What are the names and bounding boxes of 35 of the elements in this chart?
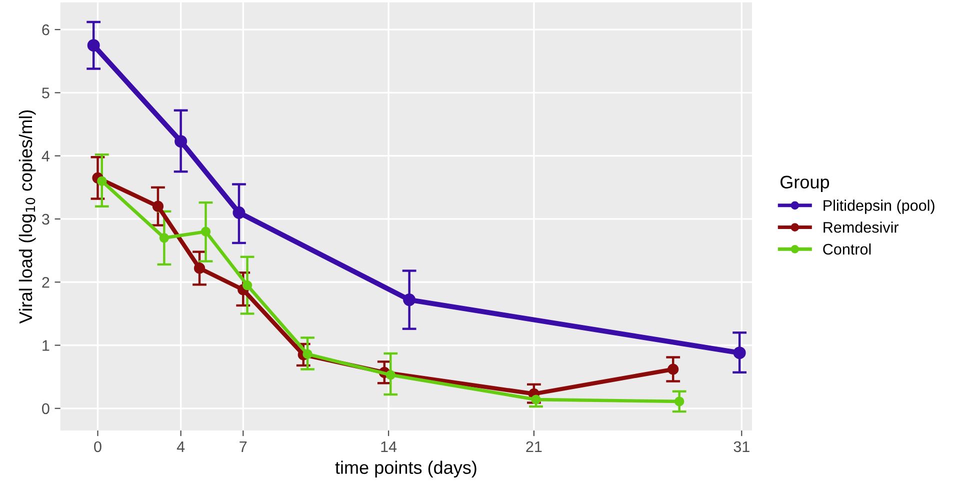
- point: [194, 262, 206, 274]
- point: [87, 39, 100, 52]
- point: [668, 364, 679, 375]
- y-tick-label: 2: [42, 276, 50, 288]
- y-tick-label: 1: [42, 340, 50, 351]
- y-tick-label: 4: [42, 150, 50, 162]
- point: [531, 394, 541, 404]
- point: [152, 200, 164, 212]
- y-tick-label: 3: [42, 214, 50, 225]
- point: [232, 206, 246, 219]
- point: [302, 349, 312, 359]
- x-tick-label: 14: [381, 441, 397, 452]
- x-tick-label: 21: [526, 441, 542, 452]
- x-axis-title: time points (days): [335, 460, 476, 478]
- y-tick-label: 0: [42, 403, 50, 414]
- legend-label: Plitidepsin (pool): [824, 200, 934, 214]
- x-tick-label: 31: [734, 441, 750, 452]
- y-tick-label: 5: [42, 88, 50, 98]
- point: [733, 346, 746, 360]
- point: [674, 396, 684, 406]
- point: [159, 233, 170, 243]
- point: [242, 280, 252, 290]
- point: [200, 226, 211, 236]
- x-tick-label: 4: [176, 441, 185, 452]
- legend-label: Control: [823, 243, 871, 255]
- point: [386, 370, 396, 380]
- legend-label: Remdesivir: [824, 222, 899, 233]
- legend-title: Group: [780, 176, 830, 192]
- y-tick-label: 6: [42, 24, 50, 36]
- x-tick-label: 7: [240, 441, 247, 452]
- point: [97, 176, 107, 186]
- x-tick-label: 0: [94, 441, 102, 452]
- y-axis-title: Viral load (log$_{10}$ copies/ml): [18, 110, 36, 324]
- point: [174, 135, 188, 148]
- point: [403, 294, 416, 306]
